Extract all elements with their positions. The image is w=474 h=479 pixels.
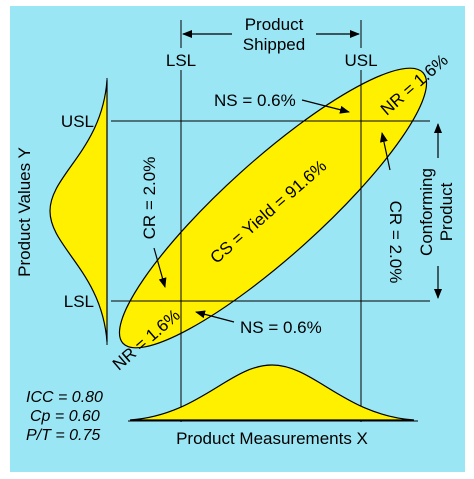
lsl-x-label: LSL (166, 51, 196, 70)
conforming-product-label-line2: Product (437, 182, 456, 241)
cr-right-arrow (379, 132, 391, 171)
cr-left-arrow (153, 247, 167, 288)
product-shipped-label-line2: Shipped (243, 35, 305, 54)
usl-y-label: USL (61, 112, 94, 131)
x-distribution-curve (129, 364, 415, 421)
cr-left-label: CR = 2.0% (140, 157, 159, 240)
cr-right-label: CR = 2.0% (386, 201, 405, 284)
y-axis-title: Product Values Y (15, 147, 34, 277)
pt-stat: P/T = 0.75 (26, 427, 100, 444)
usl-x-label: USL (344, 51, 377, 70)
y-distribution-curve (49, 79, 108, 343)
ns-bottom-label: NS = 0.6% (240, 318, 322, 337)
joint-distribution-ellipse (118, 67, 428, 349)
ns-bottom-arrow (195, 310, 235, 323)
x-axis-title: Product Measurements X (176, 429, 368, 448)
lsl-y-label: LSL (64, 292, 94, 311)
ns-top-arrow (301, 99, 350, 114)
icc-stat: ICC = 0.80 (26, 389, 103, 406)
ns-top-label: NS = 0.6% (214, 91, 296, 110)
product-shipped-label-line1: Product (245, 15, 304, 34)
conforming-product-label-line1: Conforming (417, 168, 436, 256)
cp-stat: Cp = 0.60 (30, 408, 100, 425)
